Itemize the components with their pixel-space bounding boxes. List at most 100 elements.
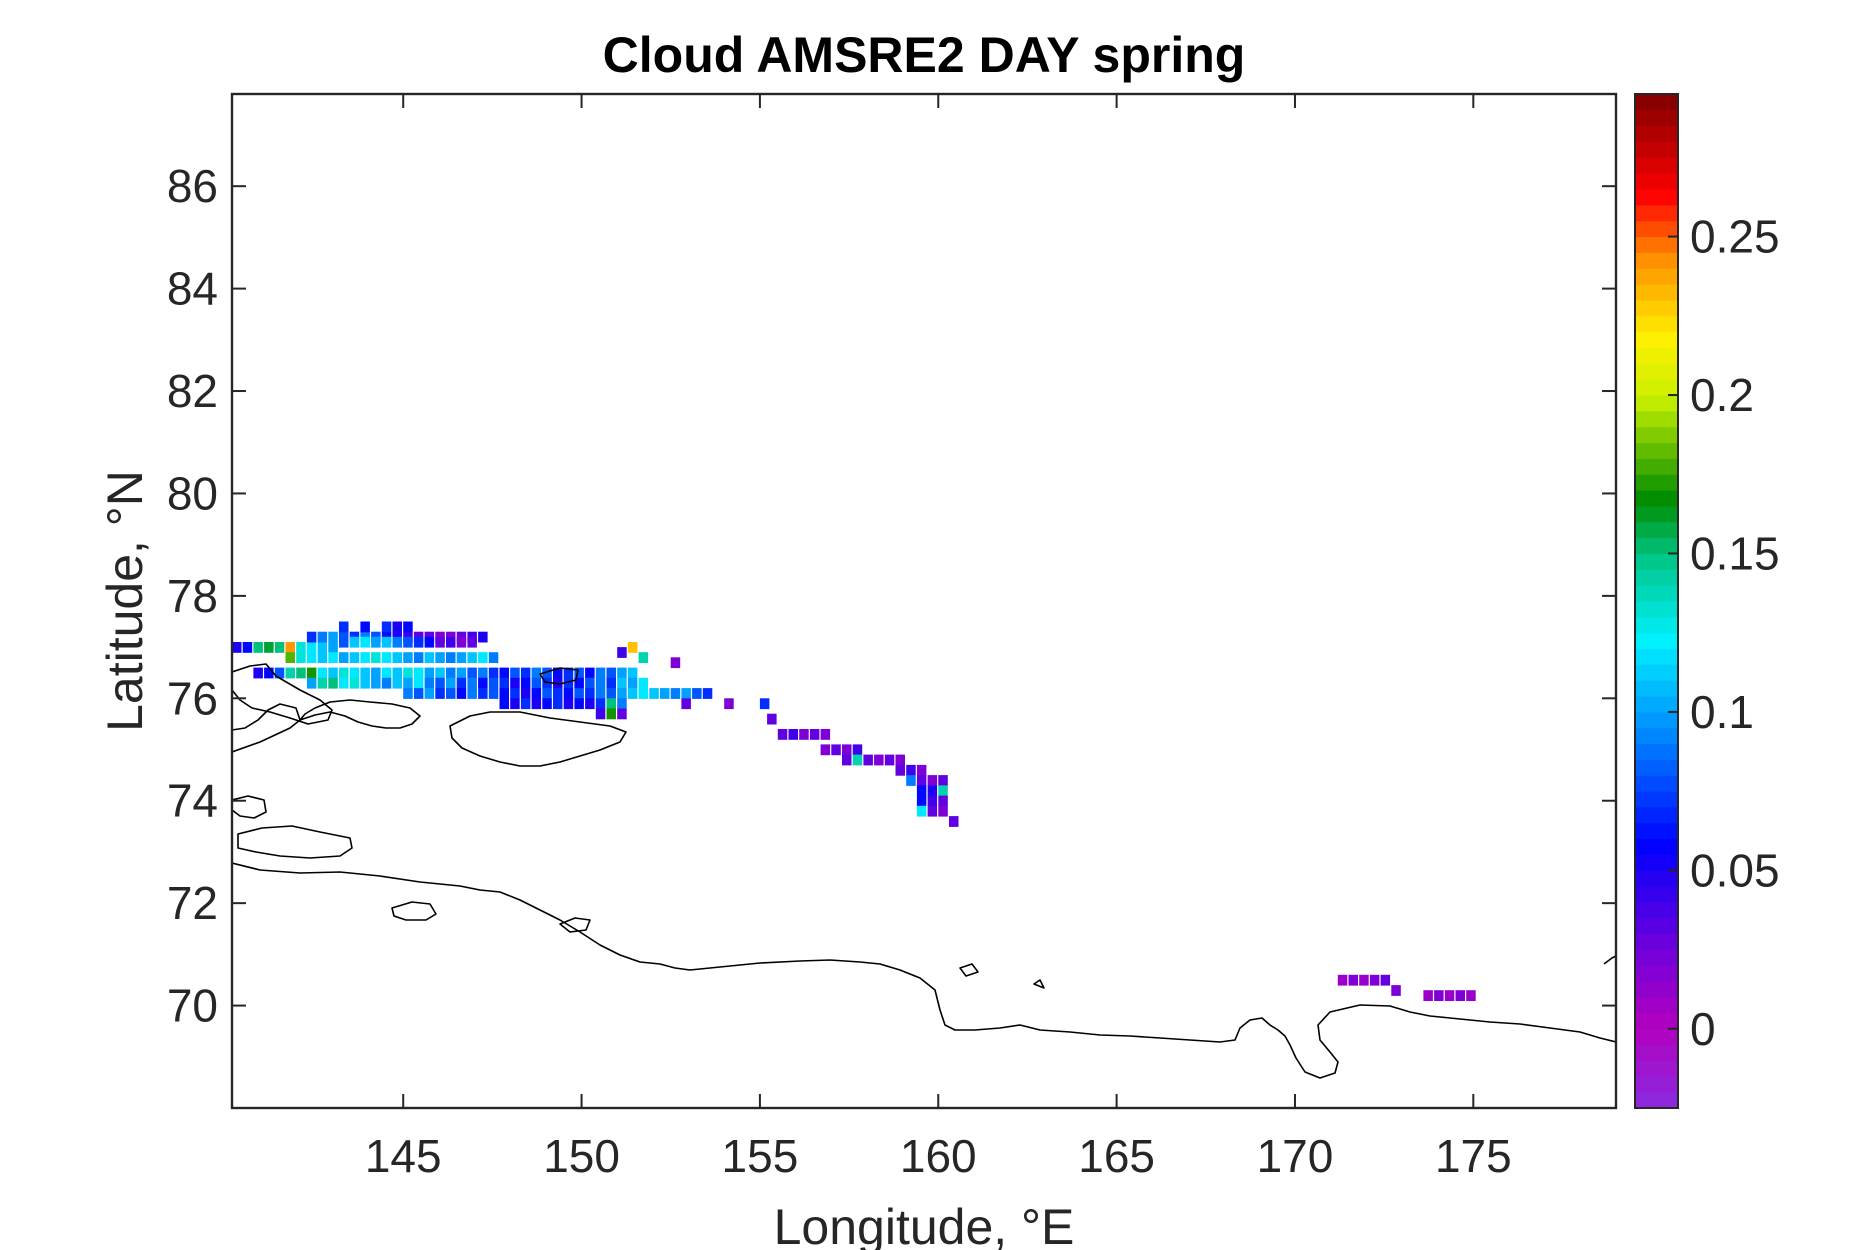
heatmap-cell [349,677,360,689]
colorbar-band [1635,949,1678,966]
heatmap-cell [424,636,435,648]
heatmap-cell [403,621,413,633]
colorbar-band [1635,601,1678,618]
heatmap-cell [499,677,509,689]
heatmap-cell [232,642,242,653]
heatmap-cell [360,652,370,663]
heatmap-cell [627,677,638,689]
colorbar-band [1635,1044,1678,1061]
heatmap-cell [542,688,552,699]
heatmap-cell [403,688,413,699]
heatmap-cell [627,667,638,679]
heatmap-cell [681,698,691,710]
heatmap-cell [306,642,317,653]
x-tick-label: 145 [365,1130,442,1182]
heatmap-cell [349,636,360,648]
heatmap-cell [842,754,852,766]
heatmap-cell [767,713,777,725]
heatmap-cell [478,688,488,699]
colorbar-band [1635,743,1678,760]
heatmap-cell [285,642,295,653]
colorbar-band [1635,886,1678,903]
heatmap-cell [1434,990,1444,1001]
heatmap-cell [617,698,627,710]
y-tick-label: 72 [167,877,218,929]
colorbar-band [1635,696,1678,713]
coastline-islet-small-1 [559,917,591,933]
heatmap-cell [1391,985,1401,996]
colorbar-band [1635,711,1678,729]
heatmap-cell [381,621,392,633]
heatmap-cell [916,805,927,817]
coastline-island-lyakhov [237,825,353,859]
y-tick-label: 80 [167,467,218,519]
heatmap-cell [403,667,413,679]
heatmap-cell [478,667,488,679]
y-tick-label: 76 [167,672,218,724]
heatmap-cell [938,775,948,786]
heatmap-cell [392,667,402,679]
heatmap-cell [488,688,499,699]
colorbar-band [1635,474,1678,491]
heatmap-cell [595,698,606,710]
heatmap-cell [670,657,681,669]
heatmap-cell [799,729,809,740]
heatmap-cell [531,698,542,710]
heatmap-cell [660,688,670,699]
heatmap-cell [884,754,895,766]
heatmap-cell [927,795,938,807]
heatmap-cell [563,688,574,699]
heatmap-cell [446,652,456,663]
heatmap-cell [317,667,328,679]
x-tick-label: 175 [1435,1130,1512,1182]
colorbar-band [1635,363,1678,380]
heatmap-cell [927,775,938,786]
coastline-islet-small-3 [1033,979,1045,989]
heatmap-cell [435,688,445,699]
heatmap-cell [916,795,927,807]
heatmap-cell [510,677,520,689]
heatmap-cell [531,688,542,699]
heatmap-cell [435,667,445,679]
colorbar-band [1635,395,1678,412]
heatmap-cell [606,667,616,679]
colorbar-tick-label: 0 [1690,1003,1716,1055]
heatmap-cell [617,647,627,658]
heatmap-cell [296,642,306,653]
heatmap-cell [595,708,606,720]
heatmap-cell [413,677,424,689]
colorbar-band [1635,933,1678,951]
heatmap-cell [371,636,381,648]
colorbar-band [1635,854,1678,871]
colorbar-band [1635,236,1678,253]
heatmap-cell [478,652,488,663]
colorbar-gradient [1635,94,1678,1109]
heatmap-cell [413,636,424,648]
heatmap-cell [553,667,563,679]
colorbar-band [1635,252,1678,269]
colorbar-band [1635,981,1678,998]
heatmap-cell [435,636,445,648]
heatmap-cell [820,744,831,756]
colorbar-band [1635,1060,1678,1077]
colorbar-band [1635,268,1678,285]
heatmap-cell [617,708,627,720]
heatmap-cell [895,754,905,766]
heatmap-cell [906,775,916,786]
heatmap-cell [542,698,552,710]
heatmap-cell [510,667,520,679]
colorbar-band [1635,806,1678,824]
heatmap-cell [264,667,274,679]
heatmap-cell [296,667,306,679]
heatmap-cell [413,688,424,699]
heatmap-cell [488,677,499,689]
heatmap-cell [371,667,381,679]
colorbar-band [1635,648,1678,665]
heatmap-cell [874,754,884,766]
heatmap-cell [339,621,349,633]
heatmap-cell [339,636,349,648]
heatmap-cell [328,667,338,679]
plot-area [230,92,1618,1110]
heatmap-cell [317,642,328,653]
heatmap-cell [574,698,584,710]
